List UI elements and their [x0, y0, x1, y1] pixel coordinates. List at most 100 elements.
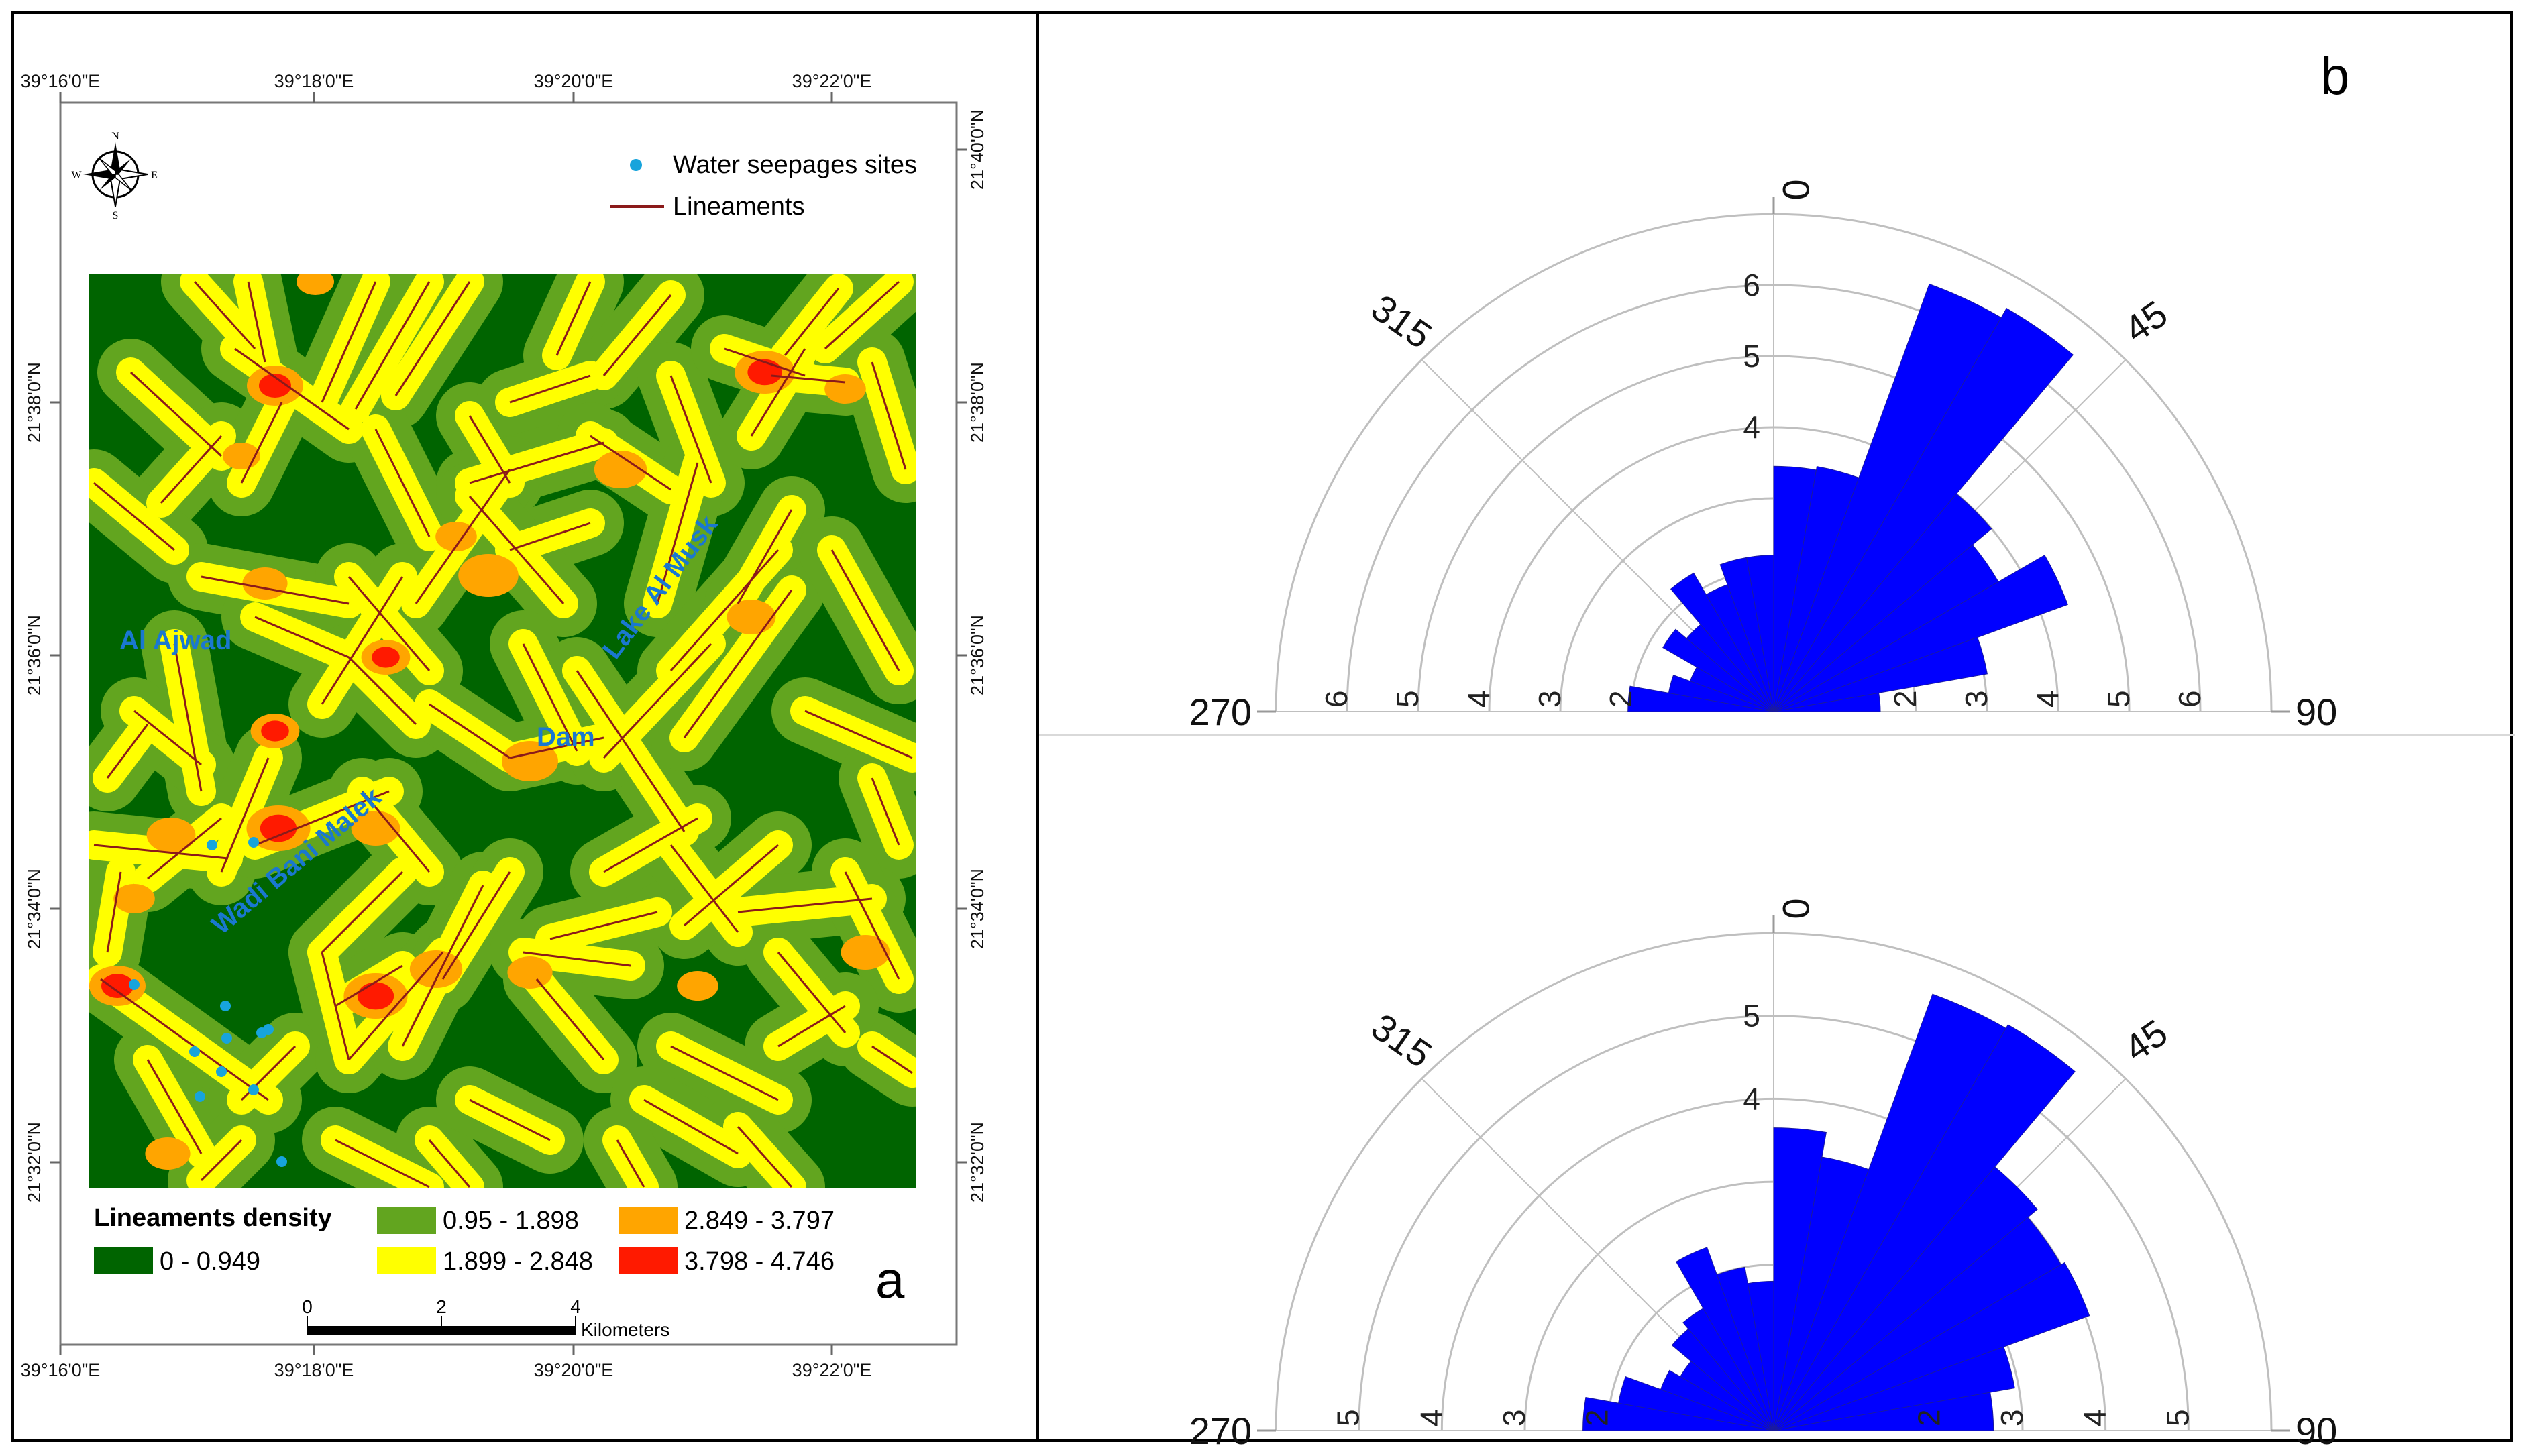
- rose-wedge: [1773, 1166, 2038, 1431]
- north-arrow-icon: N S E W: [71, 131, 157, 221]
- lat-left-1: 21°38'0"N: [24, 362, 44, 443]
- rose-ring-label: 6: [1319, 690, 1354, 708]
- seepage-point: [263, 1024, 274, 1035]
- svg-text:4: 4: [570, 1296, 581, 1317]
- lat-right-3: 21°36'0"N: [967, 615, 987, 695]
- rose-wedge: [1716, 1266, 1774, 1431]
- rose-ring-label: 2: [1911, 1409, 1946, 1426]
- rose-wedge: [1773, 493, 1992, 712]
- rose-wedge: [1773, 1024, 2076, 1431]
- rose-angle-label: 270: [1189, 1410, 1252, 1452]
- rose-ring-label: 5: [1331, 1409, 1366, 1426]
- lon-top-2: 39°18'0"E: [274, 71, 354, 91]
- rose-ring-label: 5: [2160, 1409, 2195, 1426]
- rose-angle-label: 315: [1364, 1005, 1440, 1076]
- rose-wedge: [1660, 1369, 1774, 1431]
- rose-angle-label: 45: [2116, 292, 2175, 351]
- rose-ring-label: 2: [1888, 690, 1923, 708]
- density-swatch-2: [377, 1207, 436, 1234]
- density-swatch-5: [619, 1247, 678, 1274]
- seepage-point: [129, 979, 140, 990]
- rose-angle-label: 45: [2116, 1011, 2175, 1070]
- lat-right-1: 21°40'0"N: [967, 109, 987, 190]
- svg-text:0: 0: [302, 1296, 313, 1317]
- rose-wedge: [1747, 1280, 1774, 1431]
- svg-text:Kilometers: Kilometers: [581, 1319, 669, 1340]
- rose-ring-label: 6: [2172, 690, 2207, 708]
- figure-frame: [11, 11, 2513, 1442]
- density-swatch-3: [377, 1247, 436, 1274]
- rose-ring-label: 4: [2030, 690, 2065, 708]
- lat-right-2: 21°38'0"N: [967, 362, 987, 443]
- rose-ring-label: 4: [1743, 1081, 1760, 1116]
- rose-wedge: [1773, 636, 1988, 712]
- rose-wedge: [1773, 1392, 1994, 1431]
- seepage-point: [189, 1046, 200, 1057]
- seepage-point: [248, 837, 259, 848]
- panel-letter-b: b: [2320, 46, 2349, 105]
- panel-a-map: 39°16'0"E 39°18'0"E 39°20'0"E 39°22'0"E …: [21, 71, 987, 1380]
- density-raster: [89, 274, 916, 1188]
- seepage-legend-label: Water seepages sites: [673, 151, 917, 179]
- rose-ring-label: 4: [1743, 410, 1760, 445]
- rose-wedge: [1773, 692, 1881, 712]
- rose-wedge: [1618, 1376, 1774, 1431]
- rose-wedge: [1670, 572, 1774, 712]
- rose-ring-label: 3: [1994, 1409, 2029, 1426]
- lineaments: [89, 274, 916, 1188]
- density-range-5: 3.798 - 4.746: [684, 1247, 835, 1276]
- lat-right-4: 21°34'0"N: [967, 869, 987, 949]
- place-dam: Dam: [537, 722, 595, 752]
- density-range-2: 0.95 - 1.898: [443, 1207, 579, 1235]
- seepage-sites: [129, 837, 287, 1167]
- panel-divider: [1036, 11, 1039, 1442]
- lon-bottom-2: 39°18'0"E: [274, 1360, 354, 1380]
- density-range-1: 0 - 0.949: [160, 1247, 260, 1276]
- lat-left-3: 21°34'0"N: [24, 869, 44, 949]
- rose-ring-label: 3: [1532, 690, 1567, 708]
- rose-ring-label: 5: [1390, 690, 1425, 708]
- rose-wedge: [1773, 1346, 2015, 1431]
- rose-wedge: [1745, 555, 1774, 712]
- rose-ring-label: 3: [1959, 690, 1994, 708]
- lon-top-1: 39°16'0"E: [21, 71, 101, 91]
- seepage-point: [207, 840, 217, 850]
- rose-wedge: [1773, 555, 2068, 712]
- density-swatch-1: [94, 1247, 153, 1274]
- rose-angle-label: 315: [1364, 286, 1440, 357]
- lat-left-2: 21°36'0"N: [24, 615, 44, 695]
- rose-ring-label: 3: [1497, 1409, 1532, 1426]
- rose-wedge: [1773, 1262, 2090, 1431]
- svg-text:E: E: [151, 170, 158, 181]
- coordinate-ticks: [50, 92, 967, 1355]
- seepage-point: [248, 1084, 259, 1095]
- density-swatch-4: [619, 1207, 678, 1234]
- rose-angle-label: 0: [1775, 898, 1817, 919]
- seepage-point: [220, 1001, 231, 1011]
- lon-top-4: 39°22'0"E: [792, 71, 872, 91]
- seepage-point: [195, 1091, 205, 1102]
- rose-angle-label: 0: [1775, 179, 1817, 200]
- rose-ring-label: 6: [1743, 268, 1760, 302]
- lon-bottom-1: 39°16'0"E: [21, 1360, 101, 1380]
- rose-angle-label: 270: [1189, 691, 1252, 733]
- rose-wedge: [1676, 1247, 1774, 1431]
- rose-ring-label: 4: [1461, 690, 1496, 708]
- seepage-legend-symbol: [630, 159, 642, 171]
- scale-bar: 0 2 4 Kilometers: [302, 1296, 669, 1340]
- rose-ring-label: 2: [1603, 690, 1638, 708]
- seepage-point: [221, 1033, 232, 1044]
- rose-wedge: [1662, 628, 1774, 712]
- svg-text:N: N: [111, 131, 119, 142]
- rose-ring-label: 2: [1580, 1409, 1615, 1426]
- rose-ring-label: 5: [2101, 690, 2136, 708]
- lon-top-3: 39°20'0"E: [534, 71, 614, 91]
- lineament-legend-label: Lineaments: [673, 192, 804, 221]
- seepage-point: [276, 1156, 287, 1167]
- rose-ring-label: 5: [1743, 999, 1760, 1033]
- rose-angle-label: 90: [2296, 1410, 2337, 1452]
- seepage-point: [216, 1066, 227, 1077]
